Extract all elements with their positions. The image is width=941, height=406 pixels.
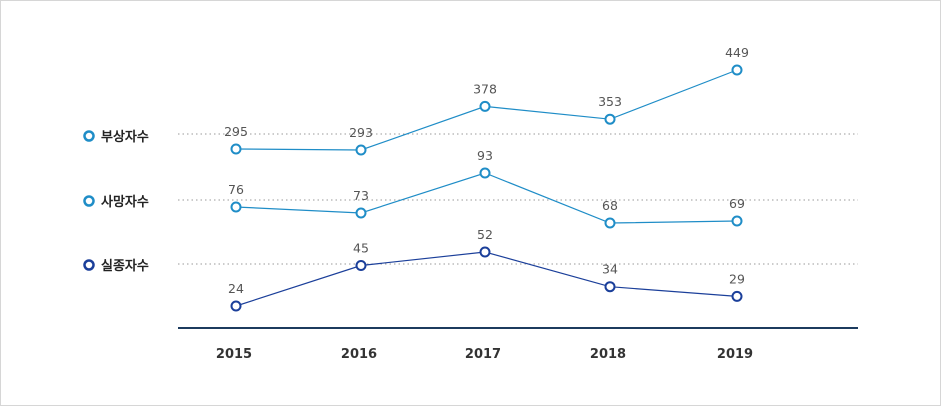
data-label: 353	[598, 94, 622, 109]
x-tick-label: 2018	[590, 347, 626, 362]
data-label: 378	[473, 81, 497, 96]
legend-marker-3	[83, 259, 95, 271]
x-tick-label: 2017	[465, 347, 501, 362]
data-point	[731, 215, 743, 227]
data-point	[604, 281, 616, 293]
data-label: 52	[477, 227, 493, 242]
data-label: 93	[477, 148, 493, 163]
series-line-2	[235, 172, 738, 224]
data-point	[355, 260, 367, 271]
data-label: 34	[602, 262, 618, 277]
legend-label-2: 사망자수	[101, 194, 149, 210]
data-point	[355, 207, 367, 219]
data-point	[355, 144, 367, 156]
data-point	[230, 143, 242, 155]
data-label: 29	[729, 271, 745, 286]
data-label: 76	[228, 182, 244, 197]
data-point	[604, 217, 616, 229]
series-line-3	[235, 251, 738, 307]
data-label: 68	[602, 198, 618, 213]
data-point	[731, 290, 743, 302]
legend-marker-1	[83, 130, 95, 142]
data-point	[731, 64, 743, 76]
data-label: 45	[353, 241, 369, 256]
data-point	[230, 201, 242, 213]
data-label: 449	[725, 45, 749, 60]
x-tick-label: 2019	[717, 347, 753, 362]
data-label: 73	[353, 188, 369, 203]
data-label: 69	[729, 196, 745, 211]
data-point	[479, 167, 491, 179]
x-tick-label: 2016	[341, 347, 377, 362]
legend-label-1: 부상자수	[101, 130, 149, 145]
x-tick-label: 2015	[216, 347, 252, 362]
data-label: 295	[224, 124, 248, 139]
data-point	[479, 100, 491, 112]
data-point	[604, 113, 616, 125]
data-label: 293	[349, 125, 373, 140]
data-point	[230, 300, 242, 312]
legend-marker-2	[83, 195, 95, 207]
data-label: 24	[228, 281, 244, 296]
data-point	[479, 246, 491, 258]
legend-label-3: 실종자수	[101, 258, 149, 274]
